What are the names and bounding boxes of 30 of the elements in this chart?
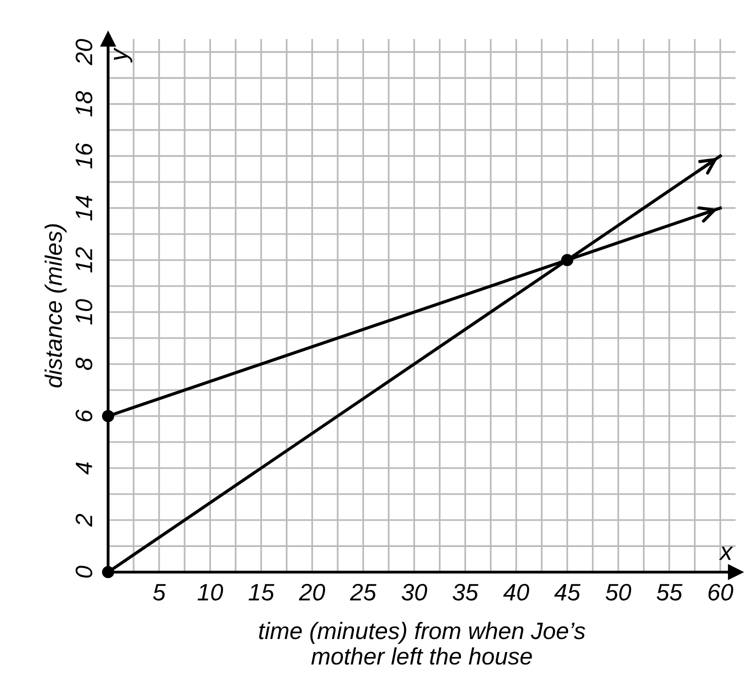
y-tick-label: 0 [76,566,92,578]
x-tick-label: 15 [248,584,274,601]
x-tick-label: 35 [452,584,478,601]
x-tick-label: 30 [402,584,428,601]
x-tick-label: 45 [554,584,580,601]
y-tick-label: 8 [76,358,92,370]
point [102,566,114,578]
x-tick-label: 10 [198,584,224,601]
x-axis-title: time (minutes) from when Joe’s mother left the house [259,622,586,665]
y-tick-label: 6 [76,410,92,422]
y-tick-label: 18 [76,91,92,117]
x-tick-label: 20 [298,584,326,601]
x-tick-label: 25 [350,584,376,601]
x-tick-label: 60 [708,584,734,601]
annotation: x [718,546,734,560]
y-tick-label: 2 [76,514,92,527]
x-tick-label: 40 [503,584,530,601]
y-tick-label: 14 [76,196,92,221]
y-tick-label: 10 [76,299,92,325]
point [561,254,574,266]
y-tick-label: 4 [76,462,92,474]
y-axis-title: distance (miles) [44,224,67,388]
y-tick-label: 20 [76,39,92,66]
x-tick-label: 50 [606,584,632,601]
y-tick-label: 12 [76,247,92,273]
y-tick-label: 16 [76,142,92,169]
x-tick-label: 55 [656,584,682,601]
x-tick-label: 5 [153,584,166,601]
point [102,410,114,422]
annotation: y [114,47,132,63]
